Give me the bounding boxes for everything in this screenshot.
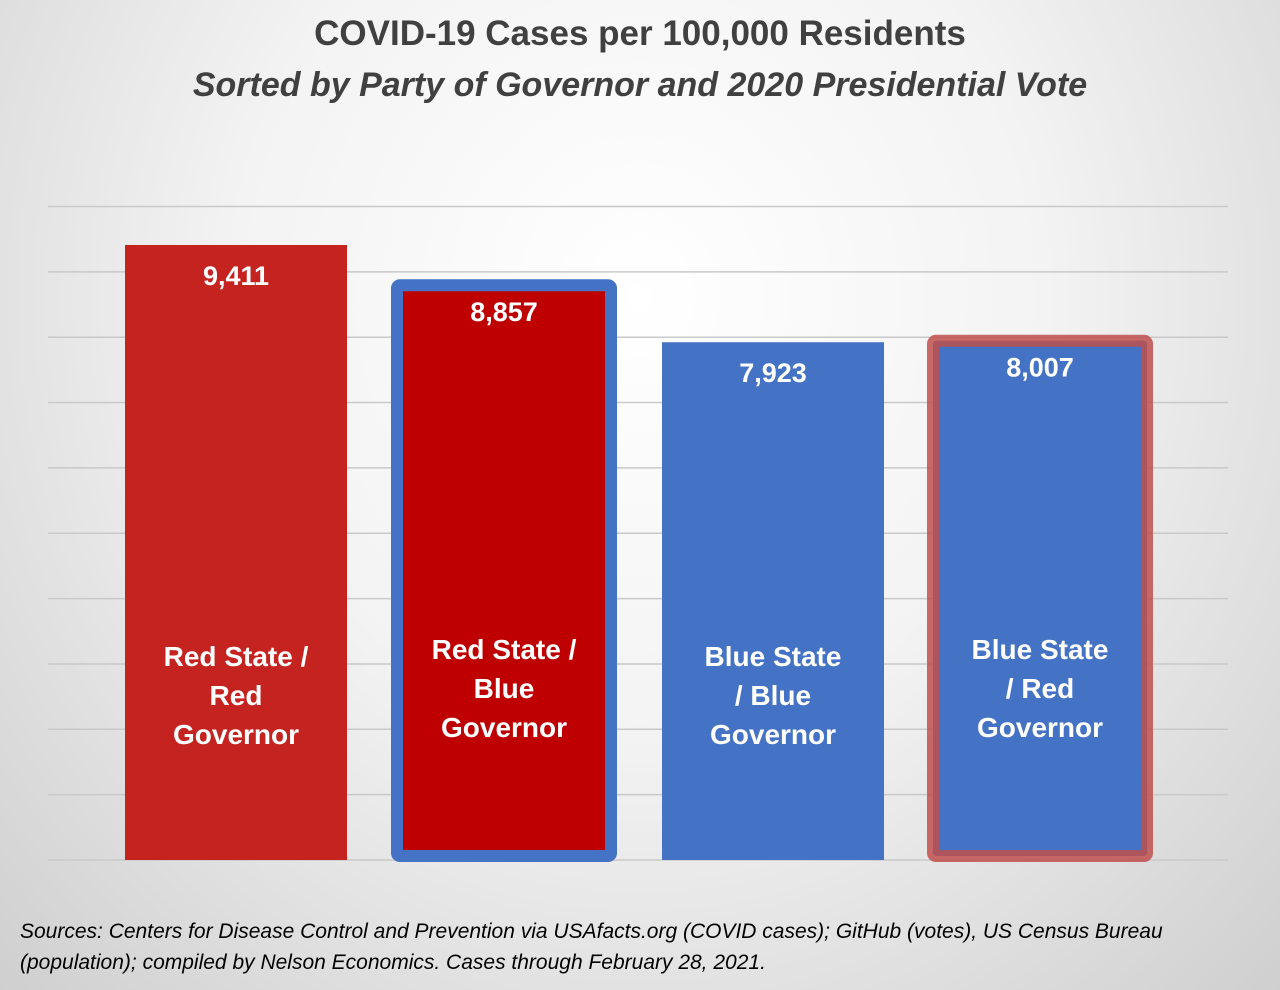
chart-title: COVID-19 Cases per 100,000 Residents [314,14,966,53]
bar-category-label: Blue State / Blue Governor [705,641,842,750]
bar-value-label: 9,411 [203,261,269,291]
bar-category-label: Blue State / Red Governor [972,634,1109,743]
bar [125,244,347,860]
bar [927,334,1153,862]
bar [391,279,617,862]
bar-category-label: Red State / Red Governor [164,641,309,750]
bar-value-label: 8,007 [1006,353,1074,383]
bar-value-label: 7,923 [739,358,807,388]
bar-value-label: 8,857 [470,297,538,327]
chart-subtitle: Sorted by Party of Governor and 2020 Pre… [192,66,1088,104]
source-note: Sources: Centers for Disease Control and… [20,920,1163,974]
bar [662,342,884,861]
bar-category-label: Red State / Blue Governor [432,634,577,743]
